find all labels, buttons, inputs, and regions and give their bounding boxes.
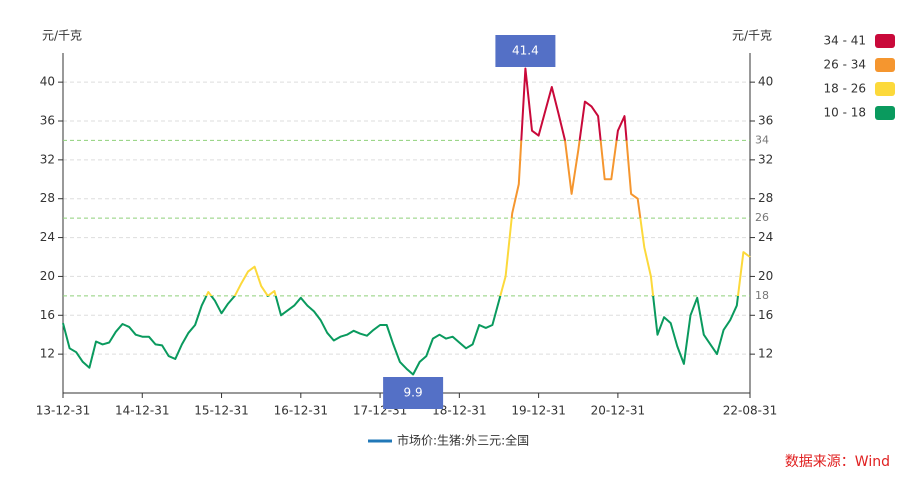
piece-label: 18 - 26	[824, 82, 867, 96]
piece-label: 34 - 41	[824, 34, 867, 48]
annotation-label: 41.4	[512, 44, 539, 58]
y-tick-label: 24	[40, 230, 55, 244]
annotation-label: 9.9	[404, 386, 423, 400]
x-tick-label: 18-12-31	[432, 404, 486, 418]
y2-axis-label: 元/千克	[732, 29, 772, 43]
y-tick-label: 36	[40, 114, 55, 128]
y2-tick-label: 40	[758, 75, 773, 89]
y-tick-label: 32	[40, 152, 55, 166]
piece-swatch	[875, 82, 895, 96]
y-tick-label: 12	[40, 347, 55, 361]
y2-tick-label: 16	[758, 308, 773, 322]
y2-tick-label: 24	[758, 230, 773, 244]
mark-line-label: 26	[755, 211, 769, 224]
x-tick-label: 22-08-31	[723, 404, 777, 418]
legend-label: 市场价:生猪:外三元:全国	[397, 433, 529, 448]
y-axis-label: 元/千克	[42, 29, 82, 43]
annotation-box	[495, 35, 556, 67]
y2-tick-label: 32	[758, 152, 773, 166]
piece-swatch	[875, 106, 895, 120]
piece-label: 26 - 34	[824, 58, 867, 72]
x-tick-label: 19-12-31	[511, 404, 565, 418]
x-tick-label: 20-12-31	[591, 404, 645, 418]
y2-tick-label: 20	[758, 269, 773, 283]
x-tick-label: 15-12-31	[194, 404, 248, 418]
y2-tick-label: 12	[758, 347, 773, 361]
source-note: 数据来源：Wind	[785, 454, 890, 470]
x-tick-label: 16-12-31	[274, 404, 328, 418]
y2-tick-label: 28	[758, 191, 773, 205]
annotation-box	[383, 377, 444, 409]
y2-tick-label: 36	[758, 114, 773, 128]
x-tick-label: 13-12-31	[36, 404, 90, 418]
piece-label: 10 - 18	[824, 106, 867, 120]
y-tick-label: 40	[40, 75, 55, 89]
mark-line-label: 34	[755, 133, 769, 146]
x-tick-label: 14-12-31	[115, 404, 169, 418]
y-tick-label: 20	[40, 269, 55, 283]
series-line	[62, 67, 751, 376]
piece-swatch	[875, 58, 895, 72]
y-tick-label: 28	[40, 191, 55, 205]
y-tick-label: 16	[40, 308, 55, 322]
piece-swatch	[875, 34, 895, 48]
mark-line-label: 18	[755, 289, 769, 302]
